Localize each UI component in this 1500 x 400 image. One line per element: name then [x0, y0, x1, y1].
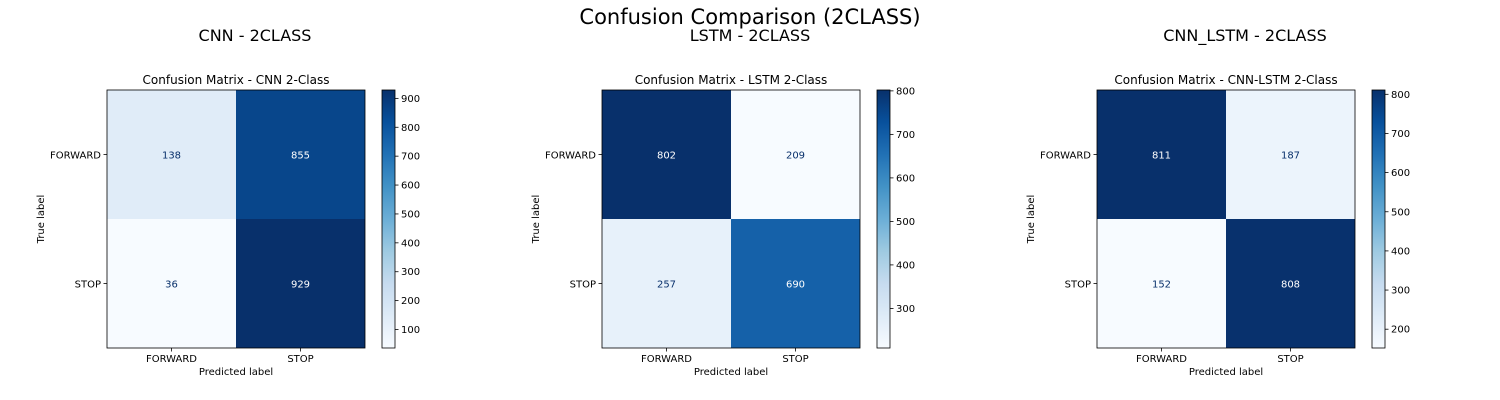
colorbar-tick-label: 200	[401, 296, 420, 307]
y-axis-label: True label	[1026, 195, 1037, 245]
matrix-cell	[731, 219, 860, 348]
x-tick-label: FORWARD	[146, 354, 197, 365]
colorbar-tick-label: 300	[1391, 286, 1410, 297]
x-tick-label: STOP	[1277, 354, 1303, 365]
matrix-cell	[107, 219, 236, 348]
matrix-cell	[1097, 90, 1226, 219]
x-tick-label: FORWARD	[641, 354, 692, 365]
y-tick-label: FORWARD	[1040, 151, 1091, 162]
y-axis-label: True label	[531, 195, 542, 245]
axes-frame	[601, 89, 861, 349]
colorbar-tick-label: 700	[896, 130, 915, 141]
axes-title: Confusion Matrix - CNN-LSTM 2-Class	[1114, 73, 1337, 87]
cell-value-label: 929	[291, 280, 310, 291]
x-tick-label: FORWARD	[1136, 354, 1187, 365]
y-tick-label: STOP	[570, 280, 596, 291]
colorbar-tick-label: 800	[1391, 90, 1410, 101]
colorbar-tick-label: 700	[1391, 129, 1410, 140]
colorbar-tick-label: 500	[1391, 207, 1410, 218]
colorbar-tick-label: 800	[896, 86, 915, 97]
colorbar	[381, 89, 396, 349]
matrix-cell	[602, 90, 731, 219]
matrix-cell	[107, 90, 236, 219]
y-axis-label: True label	[36, 195, 47, 245]
axes-title: Confusion Matrix - LSTM 2-Class	[635, 73, 828, 87]
colorbar-tick-label: 700	[401, 152, 420, 163]
cell-value-label: 152	[1152, 280, 1171, 291]
colorbar-tick-label: 400	[896, 260, 915, 271]
colorbar-tick-label: 900	[401, 94, 420, 105]
x-axis-label: Predicted label	[199, 367, 273, 378]
colorbar-tick-label: 300	[401, 267, 420, 278]
x-axis-label: Predicted label	[1189, 367, 1263, 378]
axes-title: Confusion Matrix - CNN 2-Class	[143, 73, 330, 87]
colorbar-tick-label: 400	[1391, 246, 1410, 257]
colorbar-tick-label: 600	[1391, 168, 1410, 179]
colorbar	[876, 89, 891, 349]
matrix-cell	[1226, 219, 1355, 348]
colorbar-tick-label: 500	[401, 209, 420, 220]
cell-value-label: 209	[786, 151, 805, 162]
colorbar-tick-label: 500	[896, 217, 915, 228]
colorbar-tick-label: 200	[1391, 325, 1410, 336]
matrix-cell	[236, 219, 365, 348]
x-tick-label: STOP	[782, 354, 808, 365]
cell-value-label: 257	[657, 280, 676, 291]
colorbar-tick-label: 400	[401, 238, 420, 249]
y-tick-label: FORWARD	[545, 151, 596, 162]
colorbar-tick-label: 300	[896, 304, 915, 315]
cell-value-label: 808	[1281, 280, 1300, 291]
matrix-cell	[236, 90, 365, 219]
colorbar-tick-label: 600	[401, 181, 420, 192]
cell-value-label: 802	[657, 151, 676, 162]
cell-value-label: 187	[1281, 151, 1300, 162]
x-tick-label: STOP	[287, 354, 313, 365]
matrix-cell	[731, 90, 860, 219]
cell-value-label: 855	[291, 151, 310, 162]
panel-title-lstm: LSTM - 2CLASS	[689, 26, 811, 45]
y-tick-label: FORWARD	[50, 151, 101, 162]
cell-value-label: 690	[786, 280, 805, 291]
y-tick-label: STOP	[1065, 280, 1091, 291]
cell-value-label: 811	[1152, 151, 1171, 162]
x-axis-label: Predicted label	[694, 367, 768, 378]
panel-title-cnn: CNN - 2CLASS	[198, 26, 312, 45]
y-tick-label: STOP	[75, 280, 101, 291]
figure-suptitle: Confusion Comparison (2CLASS)	[579, 5, 921, 29]
matrix-cell	[1226, 90, 1355, 219]
matrix-cell	[1097, 219, 1226, 348]
matrix-cell	[602, 219, 731, 348]
colorbar-tick-label: 800	[401, 123, 420, 134]
cell-value-label: 138	[162, 151, 181, 162]
axes-frame	[1096, 89, 1356, 349]
colorbar-tick-label: 100	[401, 325, 420, 336]
colorbar-tick-label: 600	[896, 173, 915, 184]
axes-frame	[106, 89, 366, 349]
cell-value-label: 36	[165, 280, 178, 291]
panel-title-cnn-lstm: CNN_LSTM - 2CLASS	[1163, 26, 1327, 45]
colorbar	[1371, 89, 1386, 349]
